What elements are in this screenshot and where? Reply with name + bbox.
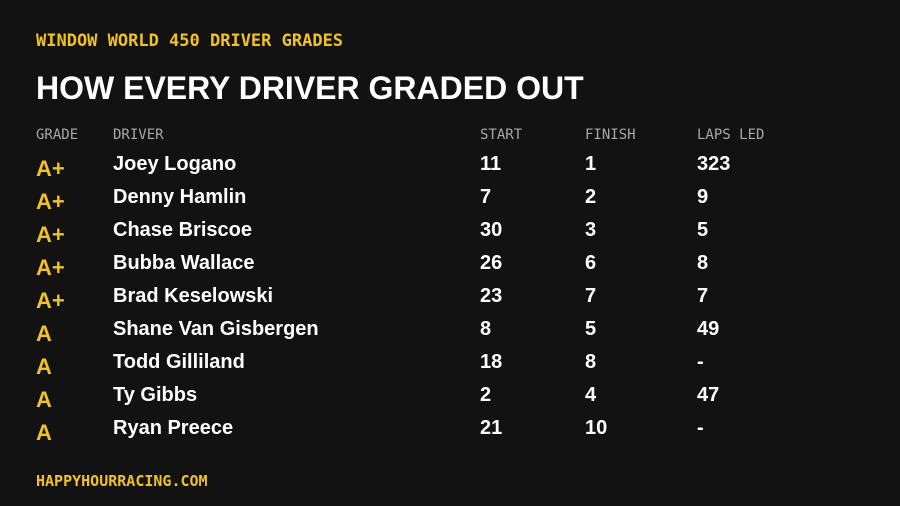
footer-site: HAPPYHOURRACING.COM [36,472,208,490]
grade-cell: A+ [36,222,65,247]
grade-cell: A+ [36,288,65,313]
laps-led-cell: 5 [697,219,709,241]
driver-cell: Ty Gibbs [113,384,198,406]
finish-cell: 1 [585,153,597,175]
grade-cell: A+ [36,189,65,214]
start-cell: 23 [480,285,503,307]
column-header: START [480,127,523,143]
laps-led-cell: 49 [697,318,720,340]
grade-cell: A [36,420,52,445]
finish-cell: 2 [585,186,597,208]
finish-cell: 7 [585,285,597,307]
start-cell: 30 [480,219,503,241]
finish-cell: 6 [585,252,597,274]
grade-cell: A [36,354,52,379]
driver-cell: Bubba Wallace [113,252,255,274]
laps-led-cell: - [697,351,704,373]
driver-cell: Brad Keselowski [113,285,274,307]
grade-cell: A [36,321,52,346]
start-cell: 21 [480,417,503,439]
finish-cell: 5 [585,318,597,340]
start-cell: 8 [480,318,492,340]
driver-cell: Shane Van Gisbergen [113,318,319,340]
start-cell: 18 [480,351,503,373]
start-cell: 7 [480,186,492,208]
start-cell: 2 [480,384,492,406]
laps-led-cell: 47 [697,384,720,406]
driver-cell: Ryan Preece [113,417,234,439]
laps-led-cell: 9 [697,186,709,208]
laps-led-cell: 323 [697,153,731,175]
grade-cell: A+ [36,255,65,280]
driver-cell: Denny Hamlin [113,186,247,208]
column-header: DRIVER [113,127,164,143]
grade-cell: A+ [36,156,65,181]
laps-led-cell: 7 [697,285,709,307]
kicker: WINDOW WORLD 450 DRIVER GRADES [36,31,344,51]
start-cell: 11 [480,153,502,175]
column-header: LAPS LED [697,127,765,143]
start-cell: 26 [480,252,503,274]
driver-cell: Todd Gilliland [113,351,245,373]
title: HOW EVERY DRIVER GRADED OUT [36,70,584,106]
driver-cell: Joey Logano [113,153,237,175]
finish-cell: 8 [585,351,597,373]
finish-cell: 3 [585,219,597,241]
column-header: GRADE [36,127,79,143]
column-header: FINISH [585,127,636,143]
laps-led-cell: - [697,417,704,439]
finish-cell: 4 [585,384,597,406]
laps-led-cell: 8 [697,252,709,274]
finish-cell: 10 [585,417,608,439]
driver-cell: Chase Briscoe [113,219,252,241]
grade-cell: A [36,387,52,412]
